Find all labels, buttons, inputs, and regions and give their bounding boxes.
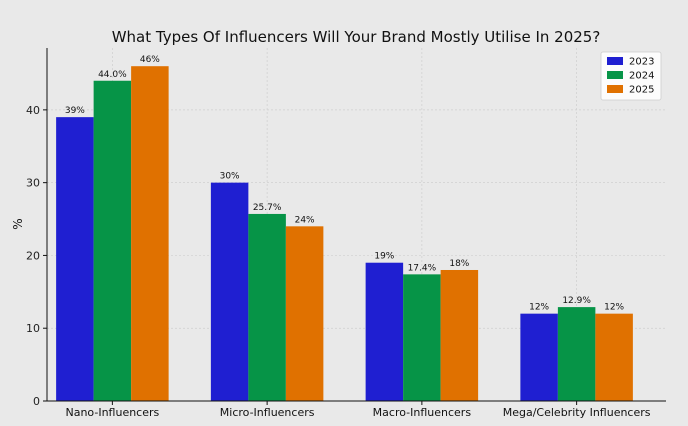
bars-layer (56, 66, 633, 402)
bar (595, 313, 633, 401)
x-tick-label: Macro-Influencers (373, 406, 472, 419)
x-tick-label: Mega/Celebrity Influencers (503, 406, 651, 419)
data-label: 25.7% (253, 203, 282, 213)
data-label: 39% (65, 106, 85, 116)
bar (440, 269, 479, 401)
y-tick-label: 10 (26, 322, 40, 335)
bar (210, 182, 249, 401)
data-label: 24% (295, 215, 315, 225)
bar (248, 213, 286, 401)
legend-label: 2025 (629, 85, 654, 96)
axes-layer: 0 10 20 30 40 Nano-Influencers Micro-Influence… (26, 48, 666, 419)
bar (131, 66, 169, 402)
legend: 2023 2024 2025 (600, 51, 662, 101)
bar (56, 117, 94, 401)
x-tick-label: Micro-Influencers (220, 406, 315, 419)
y-tick-label: 40 (26, 104, 40, 117)
data-labels-layer: 39% 44.0% 46% 30% 25.7% 24% 19% 17.4% 18% 12% 12.9… (65, 55, 625, 312)
bar (520, 313, 558, 401)
bar (93, 80, 132, 402)
data-label: 46% (140, 55, 160, 65)
legend-label: 2024 (629, 71, 654, 82)
legend-swatch (607, 85, 623, 93)
data-label: 44.0% (98, 70, 127, 80)
bar (365, 262, 404, 401)
bar (557, 307, 596, 401)
data-label: 17.4% (408, 263, 437, 273)
legend-swatch (607, 71, 623, 79)
data-label: 19% (374, 252, 394, 262)
y-tick-label: 0 (33, 395, 40, 408)
x-tick-label: Nano-Influencers (65, 406, 159, 419)
chart-title: What Types Of Influencers Will Your Bran… (112, 28, 601, 46)
y-tick-label: 20 (26, 249, 40, 262)
data-label: 12% (604, 303, 624, 313)
y-tick-label: 30 (26, 177, 40, 190)
legend-label: 2023 (629, 57, 654, 68)
data-label: 18% (449, 259, 469, 269)
data-label: 30% (220, 172, 240, 182)
bar (403, 274, 441, 401)
y-axis-label: % (11, 218, 25, 229)
bar (285, 226, 324, 401)
data-label: 12.9% (562, 296, 591, 306)
legend-swatch (607, 57, 623, 65)
data-label: 12% (529, 303, 549, 313)
